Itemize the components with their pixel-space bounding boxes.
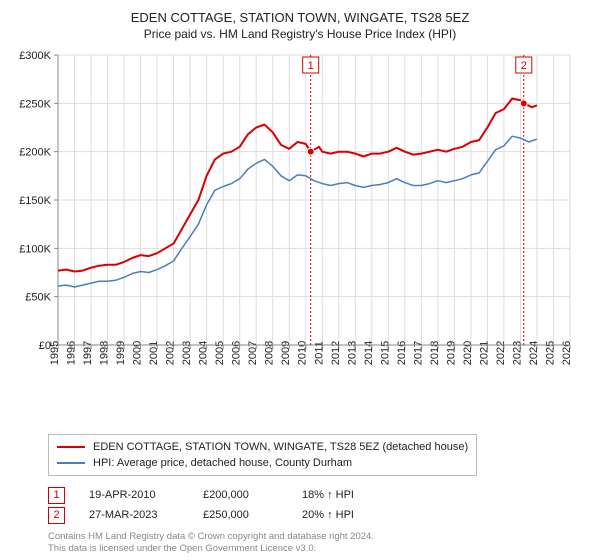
svg-text:2000: 2000 <box>132 341 144 365</box>
chart-title: EDEN COTTAGE, STATION TOWN, WINGATE, TS2… <box>10 10 590 25</box>
container: EDEN COTTAGE, STATION TOWN, WINGATE, TS2… <box>0 0 600 560</box>
svg-text:2016: 2016 <box>396 341 408 365</box>
svg-text:2020: 2020 <box>462 341 474 365</box>
footnote-line1: Contains HM Land Registry data © Crown c… <box>48 531 590 543</box>
svg-text:2024: 2024 <box>528 341 540 365</box>
sale-price-1: £200,000 <box>203 485 278 505</box>
svg-text:2022: 2022 <box>495 341 507 365</box>
svg-text:2014: 2014 <box>363 341 375 365</box>
svg-text:1996: 1996 <box>66 341 78 365</box>
table-row: 2 27-MAR-2023 £250,000 20% ↑ HPI <box>48 505 590 525</box>
legend-box: EDEN COTTAGE, STATION TOWN, WINGATE, TS2… <box>48 434 477 476</box>
svg-text:2019: 2019 <box>445 341 457 365</box>
legend-item-hpi: HPI: Average price, detached house, Coun… <box>57 455 468 471</box>
svg-text:2007: 2007 <box>247 341 259 365</box>
sale-price-2: £250,000 <box>203 505 278 525</box>
svg-text:2012: 2012 <box>330 341 342 365</box>
chart-area: £0£50K£100K£150K£200K£250K£300K199519961… <box>10 49 590 425</box>
svg-text:£250K: £250K <box>19 98 51 110</box>
svg-text:£150K: £150K <box>19 195 51 207</box>
marker-tag-1: 1 <box>48 487 65 504</box>
svg-text:2004: 2004 <box>198 341 210 365</box>
svg-text:1999: 1999 <box>115 341 127 365</box>
svg-text:£100K: £100K <box>19 243 51 255</box>
svg-text:2003: 2003 <box>181 341 193 365</box>
title-block: EDEN COTTAGE, STATION TOWN, WINGATE, TS2… <box>10 10 590 41</box>
marker-tag-2: 2 <box>48 507 65 524</box>
sale-date-1: 19-APR-2010 <box>89 485 179 505</box>
svg-text:2002: 2002 <box>165 341 177 365</box>
svg-text:2010: 2010 <box>297 341 309 365</box>
svg-text:1995: 1995 <box>49 341 61 365</box>
sale-pct-1: 18% ↑ HPI <box>302 485 392 505</box>
legend-swatch-property <box>57 446 85 448</box>
svg-text:2026: 2026 <box>561 341 573 365</box>
svg-text:2018: 2018 <box>429 341 441 365</box>
legend-label-property: EDEN COTTAGE, STATION TOWN, WINGATE, TS2… <box>93 439 468 455</box>
legend-swatch-hpi <box>57 462 85 464</box>
svg-text:2: 2 <box>521 60 527 72</box>
svg-text:£200K: £200K <box>19 147 51 159</box>
svg-text:£50K: £50K <box>25 292 51 304</box>
legend-item-property: EDEN COTTAGE, STATION TOWN, WINGATE, TS2… <box>57 439 468 455</box>
footnote: Contains HM Land Registry data © Crown c… <box>48 531 590 555</box>
chart-subtitle: Price paid vs. HM Land Registry's House … <box>10 27 590 41</box>
svg-text:1997: 1997 <box>82 341 94 365</box>
svg-text:2008: 2008 <box>264 341 276 365</box>
svg-text:2005: 2005 <box>214 341 226 365</box>
svg-text:2009: 2009 <box>280 341 292 365</box>
svg-text:£300K: £300K <box>19 50 51 62</box>
svg-text:2021: 2021 <box>478 341 490 365</box>
sale-pct-2: 20% ↑ HPI <box>302 505 392 525</box>
svg-text:2001: 2001 <box>148 341 160 365</box>
svg-text:2017: 2017 <box>412 341 424 365</box>
svg-text:2025: 2025 <box>544 341 556 365</box>
svg-text:2023: 2023 <box>511 341 523 365</box>
legend-label-hpi: HPI: Average price, detached house, Coun… <box>93 455 352 471</box>
svg-text:2013: 2013 <box>346 341 358 365</box>
svg-text:1998: 1998 <box>99 341 111 365</box>
table-row: 1 19-APR-2010 £200,000 18% ↑ HPI <box>48 485 590 505</box>
chart-svg: £0£50K£100K£150K£200K£250K£300K199519961… <box>10 49 590 379</box>
svg-text:2015: 2015 <box>379 341 391 365</box>
svg-text:1: 1 <box>308 60 314 72</box>
sale-table: 1 19-APR-2010 £200,000 18% ↑ HPI 2 27-MA… <box>48 485 590 525</box>
footnote-line2: This data is licensed under the Open Gov… <box>48 543 590 555</box>
svg-text:2006: 2006 <box>231 341 243 365</box>
sale-date-2: 27-MAR-2023 <box>89 505 179 525</box>
